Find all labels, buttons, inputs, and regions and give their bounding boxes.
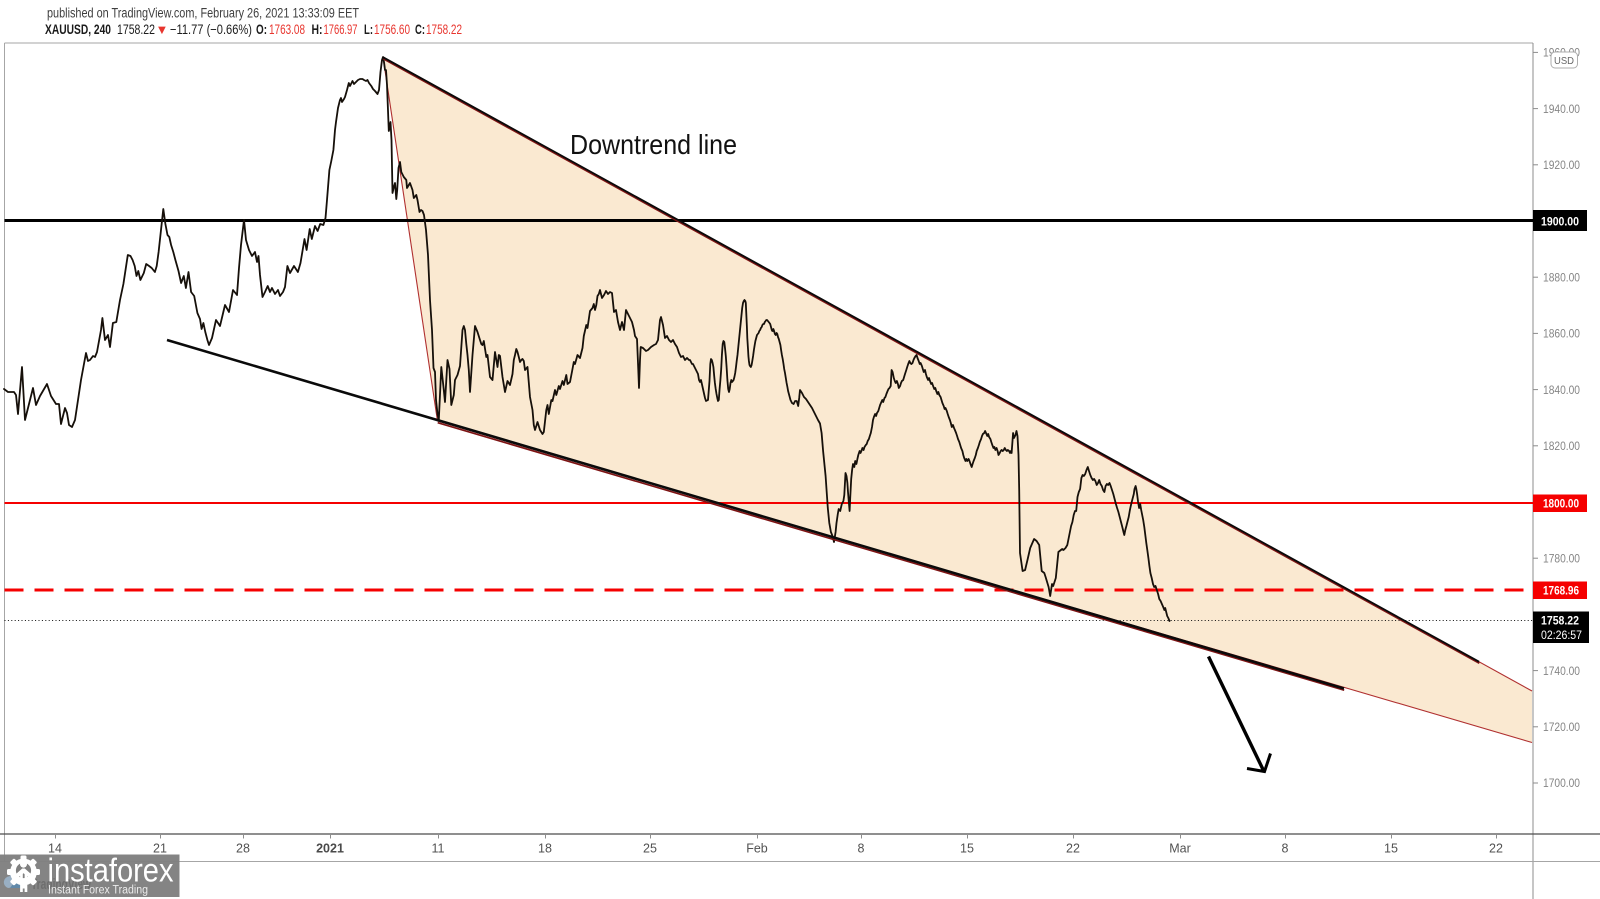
svg-text:1758.22: 1758.22 xyxy=(117,22,155,37)
svg-text:published on TradingView.com,: published on TradingView.com, February 2… xyxy=(47,6,359,21)
svg-text:1756.60: 1756.60 xyxy=(374,22,410,37)
svg-text:1780.00: 1780.00 xyxy=(1543,553,1580,565)
svg-text:8: 8 xyxy=(1282,842,1289,856)
svg-text:1840.00: 1840.00 xyxy=(1543,385,1580,397)
svg-text:1740.00: 1740.00 xyxy=(1543,666,1580,678)
svg-text:1880.00: 1880.00 xyxy=(1543,272,1580,284)
svg-text:TradingView: TradingView xyxy=(31,877,92,893)
svg-text:1820.00: 1820.00 xyxy=(1543,441,1580,453)
svg-text:22: 22 xyxy=(1489,842,1503,856)
svg-text:1763.08: 1763.08 xyxy=(269,22,305,37)
svg-text:15: 15 xyxy=(960,842,974,856)
svg-text:28: 28 xyxy=(236,842,250,856)
svg-text:22: 22 xyxy=(1066,842,1080,856)
svg-text:2021: 2021 xyxy=(316,842,344,856)
svg-text:C:: C: xyxy=(415,22,425,37)
svg-text:1766.97: 1766.97 xyxy=(324,22,358,37)
svg-text:1720.00: 1720.00 xyxy=(1543,722,1580,734)
svg-text:1940.00: 1940.00 xyxy=(1543,104,1580,116)
svg-text:25: 25 xyxy=(643,842,657,856)
svg-text:15: 15 xyxy=(1384,842,1398,856)
svg-text:−11.77 (−0.66%): −11.77 (−0.66%) xyxy=(170,22,252,37)
svg-text:14: 14 xyxy=(48,842,62,856)
svg-text:▼: ▼ xyxy=(156,22,169,37)
svg-text:1768.96: 1768.96 xyxy=(1543,586,1579,598)
svg-text:Instant Forex Trading: Instant Forex Trading xyxy=(48,885,148,897)
svg-text:Downtrend line: Downtrend line xyxy=(570,129,737,160)
svg-text:instaforex: instaforex xyxy=(48,852,174,889)
svg-text:Feb: Feb xyxy=(746,842,768,856)
svg-text:1758.22: 1758.22 xyxy=(426,22,462,37)
svg-text:1860.00: 1860.00 xyxy=(1543,329,1580,341)
svg-text:XAUUSD, 240: XAUUSD, 240 xyxy=(45,22,111,37)
svg-text:Mar: Mar xyxy=(1169,842,1191,856)
svg-text:1900.00: 1900.00 xyxy=(1541,217,1579,229)
svg-text:USD: USD xyxy=(1554,55,1574,67)
svg-text:1920.00: 1920.00 xyxy=(1543,160,1580,172)
svg-text:02:26:57: 02:26:57 xyxy=(1541,630,1582,642)
svg-text:1758.22: 1758.22 xyxy=(1541,616,1579,628)
svg-text:21: 21 xyxy=(153,842,167,856)
svg-text:O:: O: xyxy=(256,22,267,37)
svg-text:18: 18 xyxy=(538,842,552,856)
svg-text:1700.00: 1700.00 xyxy=(1543,778,1580,790)
svg-text:11: 11 xyxy=(432,842,445,856)
svg-text:H:: H: xyxy=(312,22,323,37)
svg-text:1800.00: 1800.00 xyxy=(1543,499,1579,511)
svg-text:L:: L: xyxy=(364,22,373,37)
svg-text:8: 8 xyxy=(858,842,865,856)
